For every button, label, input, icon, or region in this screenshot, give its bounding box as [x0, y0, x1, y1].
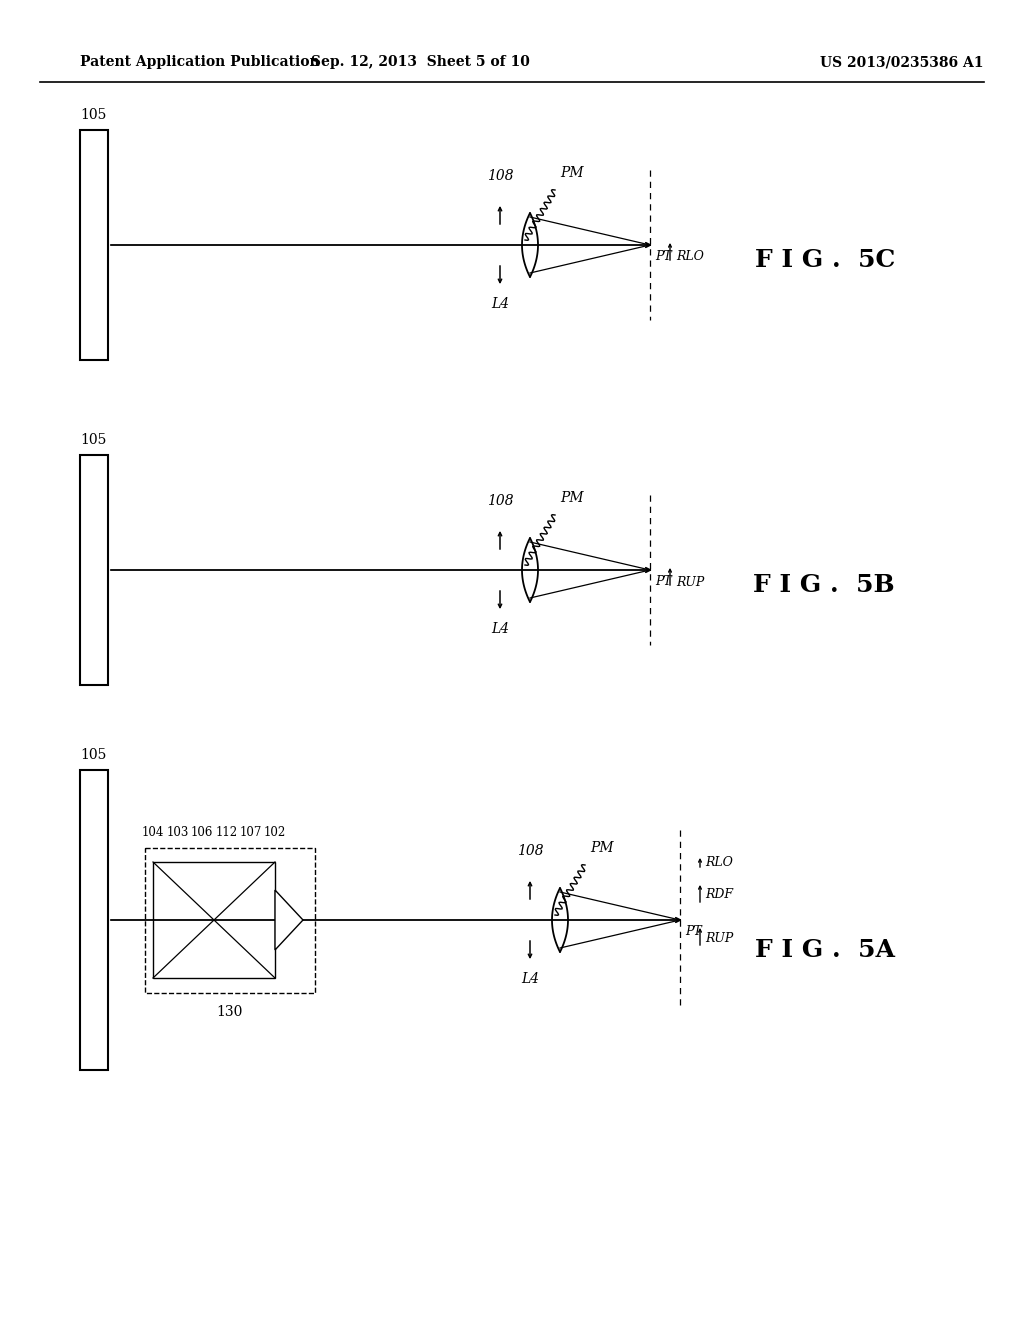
Bar — [145, 847, 315, 993]
Text: 105: 105 — [81, 433, 108, 447]
Text: PT: PT — [655, 576, 672, 587]
Bar — [80, 455, 108, 685]
Text: RUP: RUP — [676, 576, 705, 589]
Text: 105: 105 — [81, 108, 108, 121]
Text: 105: 105 — [81, 748, 108, 762]
Text: 108: 108 — [486, 494, 513, 508]
Text: 103: 103 — [166, 826, 188, 840]
Text: 102: 102 — [264, 826, 286, 840]
Text: 108: 108 — [486, 169, 513, 183]
Text: 112: 112 — [215, 826, 238, 840]
Text: PM: PM — [560, 491, 584, 506]
Text: RLO: RLO — [676, 251, 703, 264]
Text: L4: L4 — [490, 622, 509, 636]
Text: 108: 108 — [517, 843, 544, 858]
Text: Sep. 12, 2013  Sheet 5 of 10: Sep. 12, 2013 Sheet 5 of 10 — [310, 55, 529, 69]
Polygon shape — [275, 890, 303, 950]
Bar — [80, 770, 108, 1071]
Text: 107: 107 — [240, 826, 262, 840]
Text: PT: PT — [685, 925, 701, 939]
Text: L4: L4 — [521, 972, 539, 986]
Text: 130: 130 — [217, 1005, 243, 1019]
Text: PM: PM — [560, 166, 584, 180]
Text: US 2013/0235386 A1: US 2013/0235386 A1 — [820, 55, 983, 69]
Text: F I G .  5A: F I G . 5A — [755, 939, 895, 962]
Bar — [80, 129, 108, 360]
Text: 106: 106 — [190, 826, 213, 840]
Text: RLO: RLO — [705, 857, 733, 870]
Text: PT: PT — [655, 249, 672, 263]
Bar — [153, 862, 275, 978]
Text: F I G .  5B: F I G . 5B — [754, 573, 895, 597]
Text: F I G .  5C: F I G . 5C — [755, 248, 895, 272]
Text: PM: PM — [590, 841, 613, 855]
Text: Patent Application Publication: Patent Application Publication — [80, 55, 319, 69]
Text: L4: L4 — [490, 297, 509, 312]
Text: 104: 104 — [141, 826, 164, 840]
Text: RDF: RDF — [705, 887, 733, 900]
Text: RUP: RUP — [705, 932, 733, 945]
